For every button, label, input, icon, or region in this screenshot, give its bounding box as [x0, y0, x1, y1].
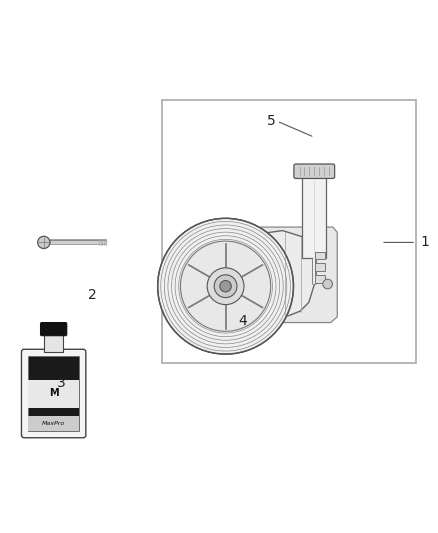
- Bar: [315, 275, 325, 283]
- Bar: [28, 380, 79, 408]
- Text: 3: 3: [57, 376, 66, 390]
- Text: M: M: [49, 388, 58, 398]
- Circle shape: [207, 268, 244, 304]
- Circle shape: [214, 275, 237, 297]
- FancyBboxPatch shape: [40, 322, 67, 336]
- Text: 4: 4: [239, 314, 247, 328]
- Text: MaxPro: MaxPro: [42, 421, 65, 426]
- FancyBboxPatch shape: [294, 164, 335, 179]
- Text: 5: 5: [267, 114, 276, 128]
- Bar: [315, 263, 325, 271]
- Bar: [315, 252, 325, 260]
- Circle shape: [38, 236, 50, 248]
- Polygon shape: [252, 231, 316, 317]
- Polygon shape: [261, 227, 337, 322]
- FancyBboxPatch shape: [21, 349, 86, 438]
- Circle shape: [180, 241, 271, 332]
- Bar: [302, 177, 326, 258]
- Bar: [28, 416, 79, 431]
- Text: 2: 2: [88, 288, 96, 302]
- Circle shape: [220, 280, 231, 292]
- Text: 1: 1: [420, 236, 429, 249]
- Circle shape: [323, 279, 332, 289]
- Bar: [162, 100, 416, 363]
- Bar: [28, 356, 79, 431]
- Bar: [44, 334, 64, 352]
- Circle shape: [158, 219, 293, 354]
